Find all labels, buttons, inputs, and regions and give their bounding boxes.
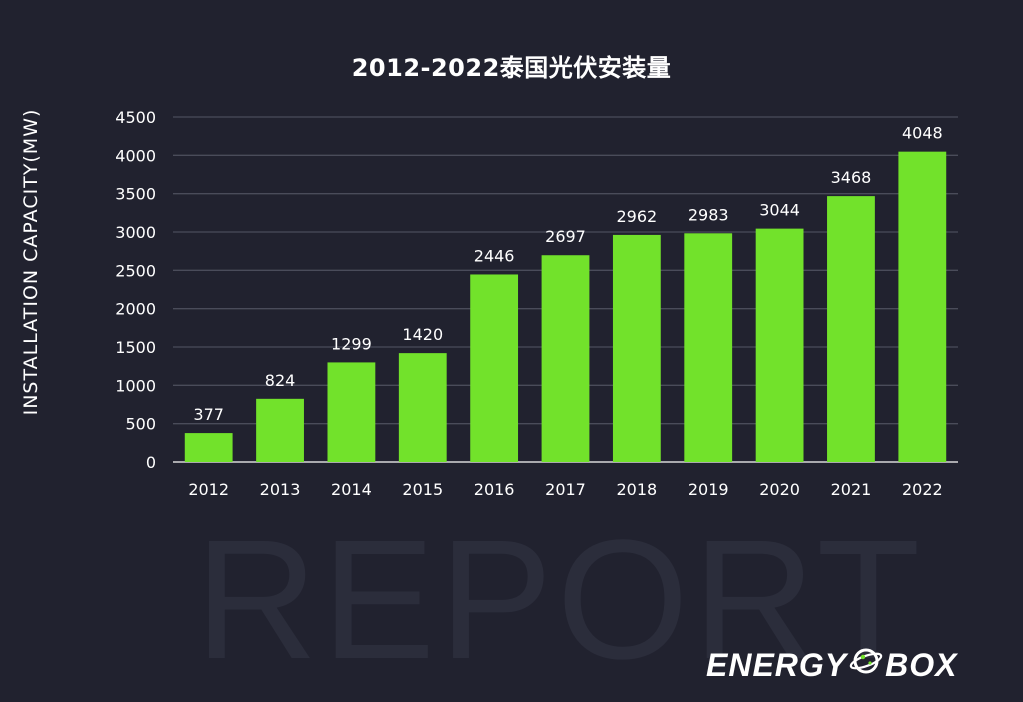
y-tick-label: 2500 [115, 261, 156, 280]
data-label: 1299 [331, 334, 372, 353]
data-label: 824 [265, 371, 296, 390]
x-tick-label: 2018 [617, 480, 658, 499]
x-tick-label: 2021 [831, 480, 872, 499]
bar [827, 196, 875, 462]
bar [541, 255, 590, 462]
chart-title: 2012-2022泰国光伏安装量 [351, 54, 672, 82]
data-label: 1420 [402, 325, 443, 344]
data-label: 2962 [617, 207, 658, 226]
data-label: 2697 [545, 227, 586, 246]
bar [612, 234, 661, 462]
data-label: 377 [193, 405, 224, 424]
bar [327, 362, 376, 462]
y-tick-label: 1500 [115, 338, 156, 357]
x-tick-label: 2017 [545, 480, 586, 499]
planet-icon [849, 646, 883, 684]
data-label: 4048 [902, 124, 943, 143]
x-tick-label: 2016 [474, 480, 515, 499]
bar [256, 398, 304, 462]
bar [398, 353, 447, 462]
y-tick-label: 4500 [115, 108, 156, 127]
y-tick-label: 4000 [115, 146, 156, 165]
x-tick-label: 2022 [902, 480, 943, 499]
x-tick-label: 2015 [402, 480, 443, 499]
bar [898, 151, 947, 463]
logo-text-energy: ENERGY [706, 646, 848, 683]
y-tick-label: 500 [125, 415, 156, 434]
x-tick-label: 2012 [188, 480, 229, 499]
watermark: REPORT [195, 505, 925, 695]
y-tick-label: 3000 [115, 223, 156, 242]
y-tick-label: 2000 [115, 300, 156, 319]
x-tick-label: 2019 [688, 480, 729, 499]
y-tick-label: 0 [146, 453, 156, 472]
bar [684, 233, 733, 462]
x-tick-label: 2020 [759, 480, 800, 499]
data-label: 3044 [759, 201, 800, 220]
data-label: 2446 [474, 246, 515, 265]
y-tick-label: 3500 [115, 185, 156, 204]
bar [470, 274, 519, 462]
data-label: 2983 [688, 205, 729, 224]
bar [184, 433, 233, 462]
y-tick-label: 1000 [115, 376, 156, 395]
x-tick-label: 2013 [260, 480, 301, 499]
bar [755, 228, 804, 462]
x-tick-label: 2014 [331, 480, 372, 499]
energybox-logo: ENERGY BOX [706, 646, 957, 684]
logo-text-box: BOX [885, 646, 958, 683]
data-label: 3468 [831, 168, 872, 187]
